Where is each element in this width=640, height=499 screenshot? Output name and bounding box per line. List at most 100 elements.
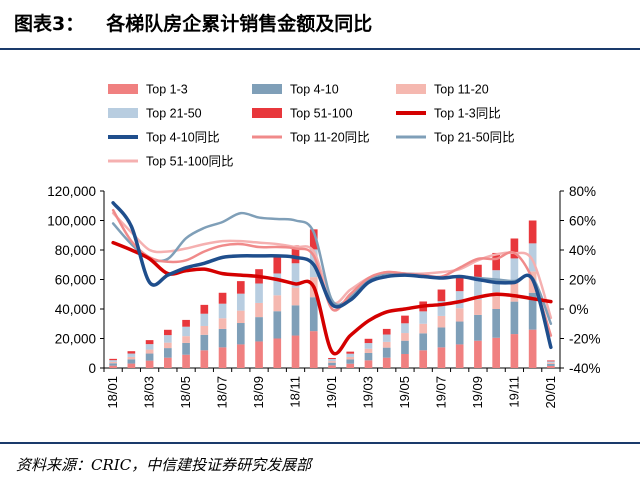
bar xyxy=(401,315,409,324)
bar xyxy=(291,335,300,368)
legend-swatch xyxy=(252,84,282,94)
figure-title: 各梯队房企累计销售金额及同比 xyxy=(106,13,373,35)
bar xyxy=(164,348,172,358)
y-tick-label-right: 40% xyxy=(569,243,596,258)
bar xyxy=(328,359,336,362)
bar xyxy=(164,357,172,368)
bar xyxy=(528,220,537,244)
y-tick-label-right: 60% xyxy=(569,214,596,229)
bar xyxy=(145,360,154,368)
bar xyxy=(182,354,190,368)
x-tick-label: 19/11 xyxy=(506,376,521,408)
bar xyxy=(382,357,391,368)
y-tick-label-left: 120,000 xyxy=(47,184,96,199)
bar xyxy=(419,350,428,368)
bar xyxy=(510,334,519,368)
bar xyxy=(145,344,154,350)
y-tick-label-right: 0% xyxy=(569,302,589,317)
bar xyxy=(309,331,318,368)
bar xyxy=(346,359,355,364)
x-tick-label: 20/01 xyxy=(543,376,558,409)
series-line xyxy=(111,201,553,350)
bar xyxy=(200,325,209,335)
bar xyxy=(364,348,373,353)
bar xyxy=(510,258,519,283)
bar xyxy=(255,317,263,342)
bar xyxy=(455,291,464,309)
bar xyxy=(492,309,500,338)
bar xyxy=(145,340,154,345)
bar xyxy=(127,359,136,364)
legend-label: Top 4-10同比 xyxy=(146,131,220,145)
x-tick-label: 19/05 xyxy=(397,376,412,409)
bar xyxy=(255,341,263,368)
bar xyxy=(510,238,519,259)
bar xyxy=(291,263,300,288)
y-tick-label-right: 20% xyxy=(569,273,596,288)
bar xyxy=(510,301,519,335)
bar xyxy=(328,357,336,360)
bar xyxy=(419,311,428,324)
bar xyxy=(528,292,537,330)
y-tick-label-left: 0 xyxy=(88,361,96,376)
bar xyxy=(419,333,428,351)
bar xyxy=(109,363,117,366)
bar xyxy=(182,336,190,343)
bar xyxy=(109,360,117,362)
bar xyxy=(364,360,373,368)
bar xyxy=(127,356,136,360)
bar xyxy=(401,323,409,334)
x-tick-label: 18/09 xyxy=(251,376,266,409)
bar-group xyxy=(109,220,555,368)
bar xyxy=(218,318,227,329)
legend-swatch xyxy=(108,108,138,118)
bar xyxy=(364,343,373,349)
bar xyxy=(528,329,537,368)
legend-label: Top 11-20同比 xyxy=(290,131,370,145)
legend: Top 1-3 Top 4-10 Top 11-20 Top 21-50 Top 51-… xyxy=(108,83,515,169)
x-tick-label: 18/05 xyxy=(178,376,193,409)
bar xyxy=(382,334,391,342)
y-tick-label-left: 20,000 xyxy=(55,332,96,347)
legend-item: Top 1-3 xyxy=(108,83,188,97)
legend-item: Top 21-50 xyxy=(108,107,202,121)
source-note: 资料来源：CRIC，中信建投证券研究发展部 xyxy=(16,456,312,474)
bar xyxy=(437,347,446,368)
bar xyxy=(218,328,227,348)
bar xyxy=(109,361,117,364)
bar xyxy=(145,349,154,354)
legend-label: Top 1-3 xyxy=(146,83,188,97)
page-title: 图表3： 各梯队房企累计销售金额及同比 xyxy=(14,9,372,36)
bar xyxy=(273,295,282,312)
chart: Top 1-3 Top 4-10 Top 11-20 Top 21-50 Top 51-… xyxy=(47,83,601,409)
bar xyxy=(455,344,464,368)
x-tick-label: 19/01 xyxy=(324,376,339,409)
y-tick-label-right: -40% xyxy=(569,361,601,376)
y-tick-label-left: 100,000 xyxy=(47,214,96,229)
bar xyxy=(127,363,136,368)
x-tick-label: 18/11 xyxy=(288,376,303,408)
legend-item: Top 51-100同比 xyxy=(108,155,234,169)
bar xyxy=(255,302,263,318)
bar xyxy=(236,281,245,294)
bar xyxy=(218,292,227,304)
legend-swatch xyxy=(252,108,282,118)
x-tick-label: 18/07 xyxy=(215,376,230,409)
legend-swatch xyxy=(108,84,138,94)
bar xyxy=(510,282,519,302)
bar xyxy=(492,252,500,271)
y-tick-label-left: 60,000 xyxy=(55,273,96,288)
legend-label: Top 51-100同比 xyxy=(146,155,234,169)
bar xyxy=(236,323,245,345)
y-tick-label-left: 80,000 xyxy=(55,243,96,258)
legend-swatch xyxy=(396,84,426,94)
legend-label: Top 21-50 xyxy=(146,107,202,121)
bar xyxy=(382,328,391,335)
title-bar: 图表3： 各梯队房企累计销售金额及同比 xyxy=(0,0,640,50)
bar xyxy=(236,310,245,324)
bar xyxy=(346,363,355,368)
bar xyxy=(328,362,336,366)
x-tick-label: 19/03 xyxy=(360,376,375,409)
bar xyxy=(309,229,318,250)
bar xyxy=(474,299,482,315)
